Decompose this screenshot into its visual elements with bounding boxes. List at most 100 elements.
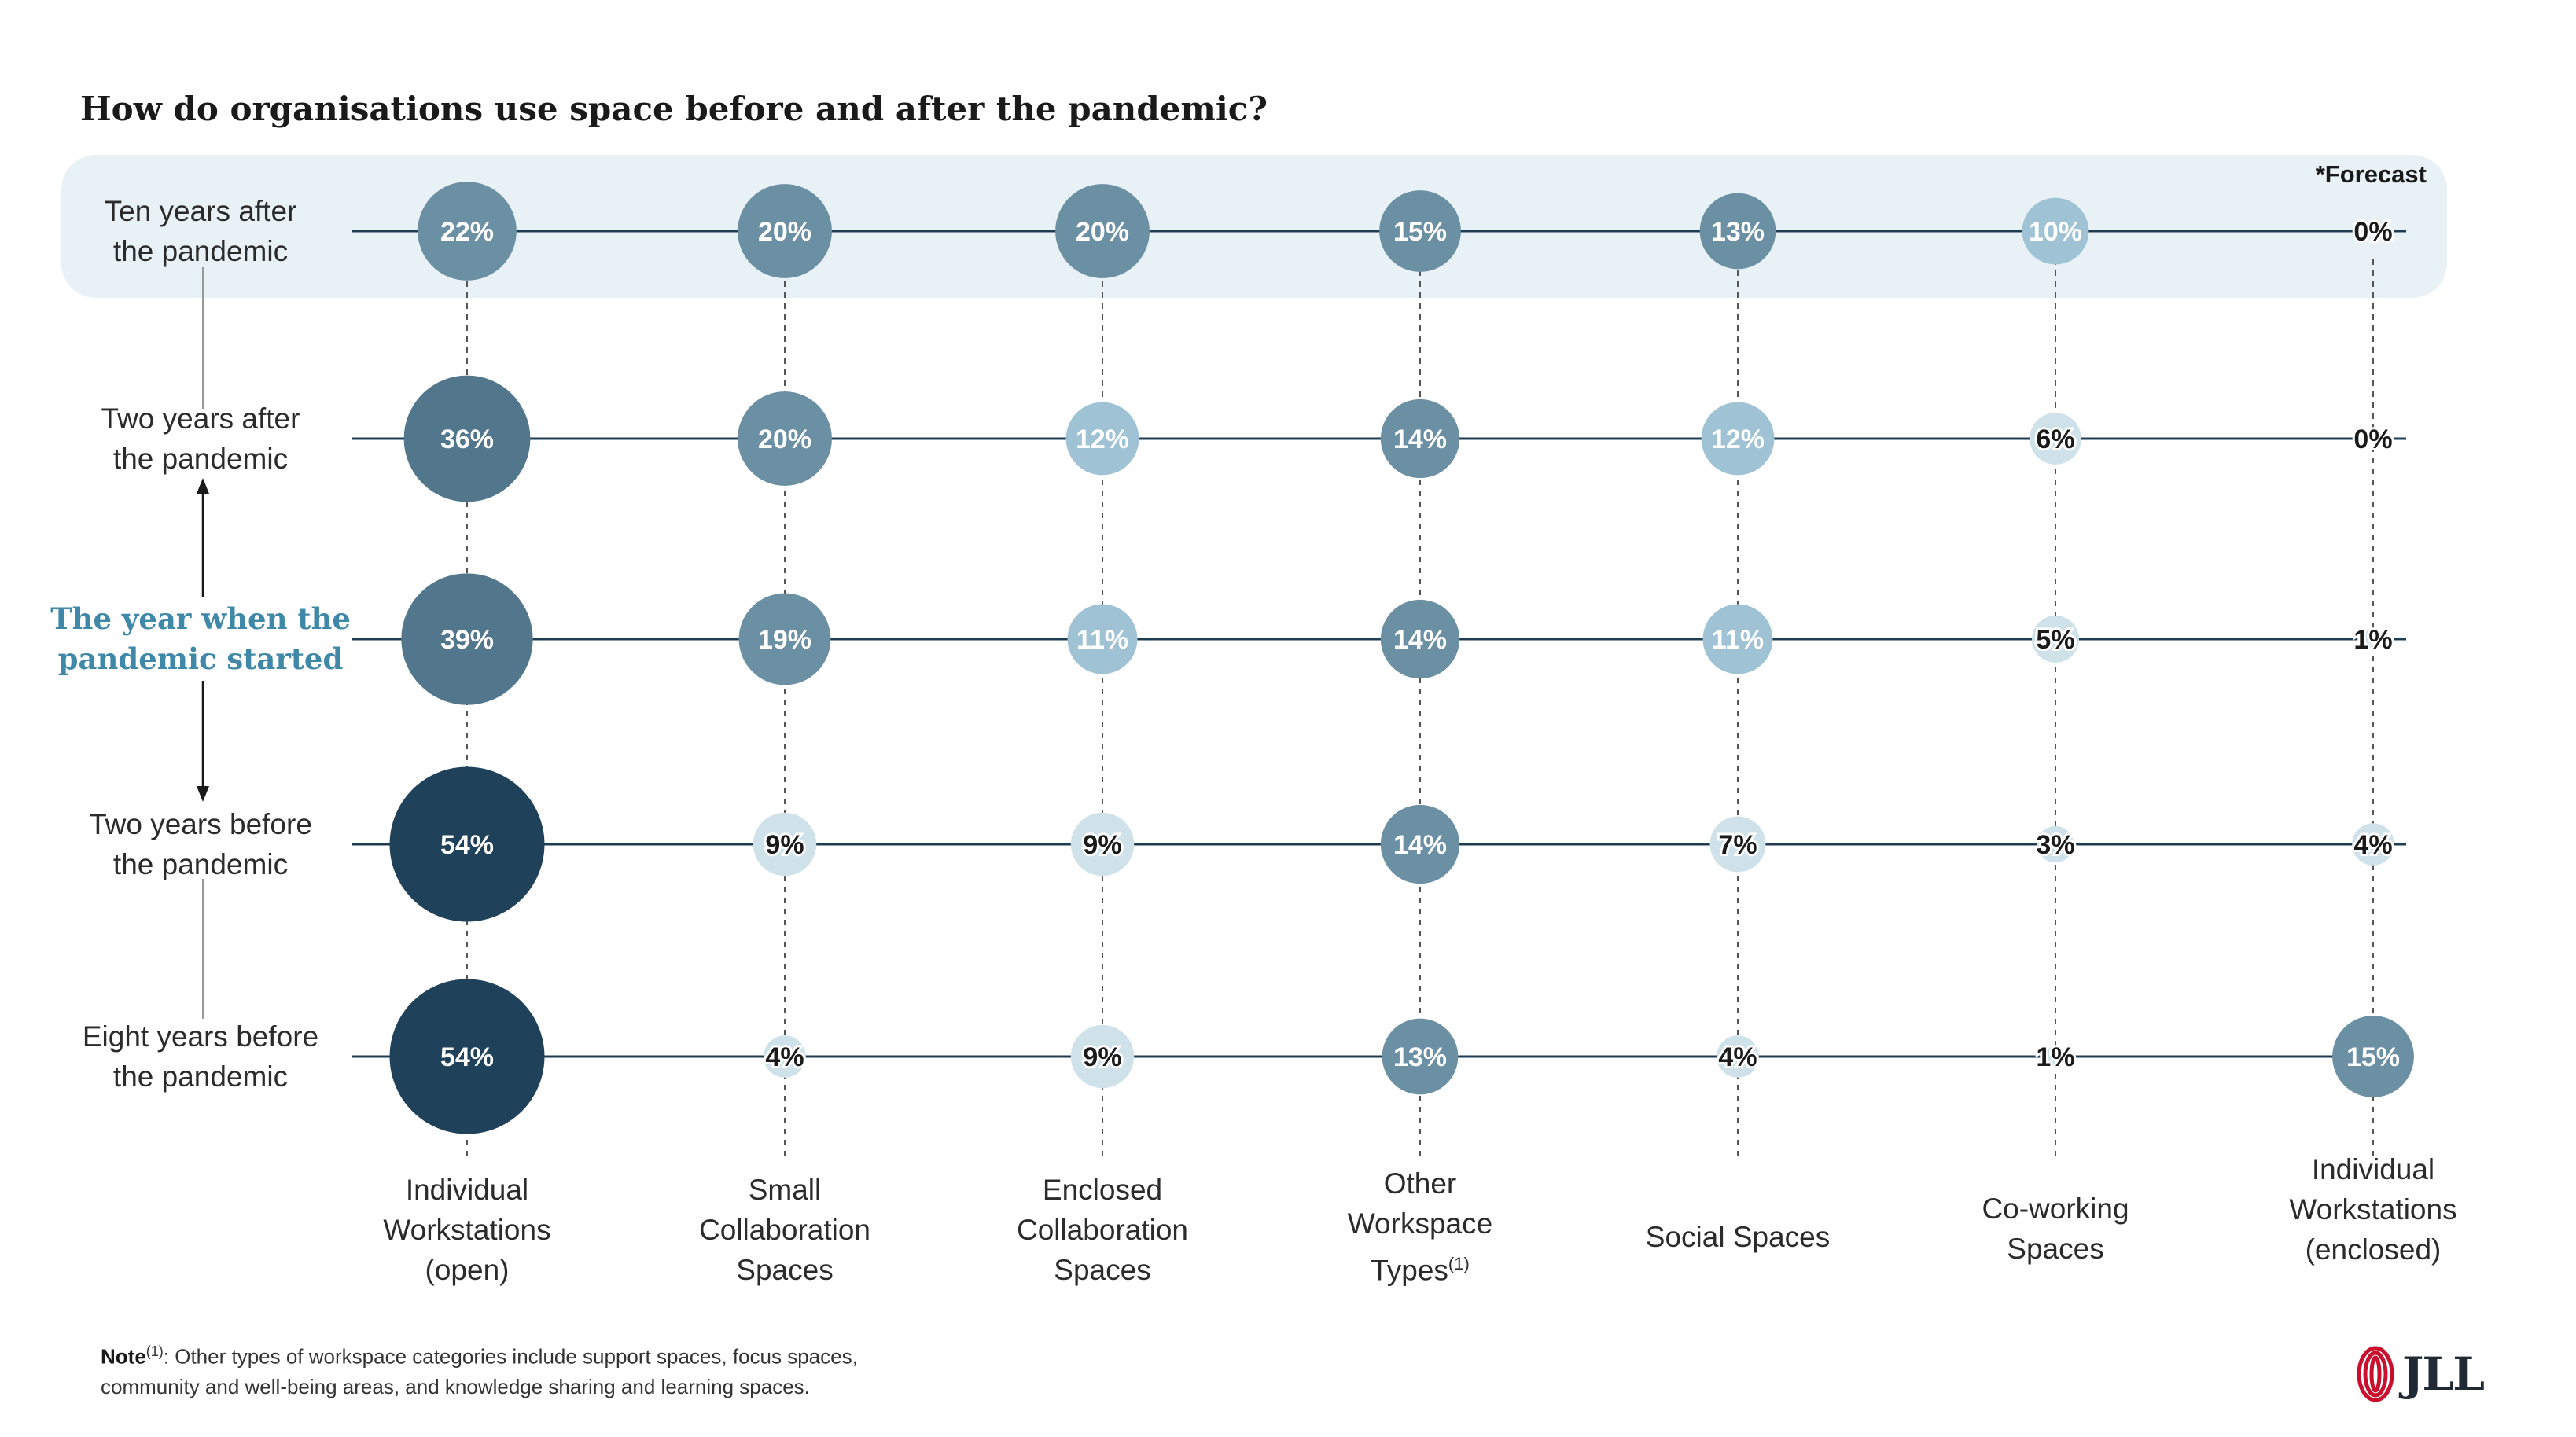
bubble-label-r3-c2: 9% [1083,830,1121,860]
bubble-r2-c2 [1067,604,1138,674]
row-label-2-line-1: pandemic started [57,641,344,676]
row-label-3-line-1: the pandemic [112,848,289,880]
bubble-r0-c3 [1379,190,1461,272]
column-label-2: Enclosed Collaboration Spaces [977,1170,1228,1290]
bubble-label-r3-c1: 9% [765,830,804,860]
footnote: Note(1): Other types of workspace catego… [101,1336,858,1402]
bubble-r4-c4 [1717,1035,1759,1078]
bubble-label-r1-c5: 6% [2036,424,2074,454]
column-label-text-4: Social Spaces [1645,1221,1831,1253]
arrow-up-icon [197,478,209,494]
row-label-4-line-0: Eight years before [82,1020,319,1053]
bubble-label-r2-c3: 14% [1393,625,1447,655]
bubble-label-r1-c3: 14% [1393,424,1447,454]
note-line2: community and well-being areas, and know… [101,1374,810,1398]
bubble-label-r0-c3: 15% [1393,217,1447,247]
row-label-1: Two years after the pandemic [47,399,354,479]
row-label-3: Two years before the pandemic [47,804,354,884]
column-label-text-5: Co-working Spaces [1982,1193,2129,1265]
column-label-text-2: Enclosed Collaboration Spaces [1016,1174,1189,1286]
bubble-r3-c2 [1070,812,1135,877]
bubble-label-r4-c0: 54% [440,1042,494,1072]
row-label-0: Ten years after the pandemic [47,191,354,271]
bubble-label-r3-c6: 4% [2353,830,2392,860]
bubble-label-r2-c0: 39% [440,625,494,655]
bubble-label-r1-c2: 12% [1076,424,1129,454]
jll-logo: JLL [2357,1346,2485,1402]
bubble-r1-c5 [2030,413,2081,465]
row-label-1-line-1: the pandemic [112,443,289,475]
bubble-label-r0-c1: 20% [758,217,811,247]
bubble-label-r0-c5: 10% [2029,217,2082,247]
bubble-label-r0-c6: 0% [2353,217,2392,247]
row-label-0-line-0: Ten years after [104,195,297,227]
note-sup: (1) [145,1343,164,1359]
bubble-r3-c1 [753,812,817,877]
chart-title: How do organisations use space before an… [80,90,1268,128]
jll-logo-text: JLL [2401,1347,2485,1401]
bubble-r1-c3 [1380,399,1460,479]
row-label-0-line-1: the pandemic [112,235,289,267]
bubble-label-r0-c2: 20% [1076,217,1129,247]
column-label-sup-3: (1) [1448,1254,1470,1273]
bubble-r3-c3 [1380,804,1460,884]
bubble-r1-c2 [1065,402,1139,476]
bubble-label-r2-c6: 1% [2353,625,2392,655]
bubble-label-r2-c4: 11% [1712,625,1764,655]
bubble-r2-c3 [1380,599,1460,679]
row-label-1-line-0: Two years after [101,402,300,435]
bubble-r4-c5 [2044,1046,2066,1068]
bubble-label-r1-c1: 20% [758,424,811,454]
bubble-label-r2-c5: 5% [2036,625,2074,655]
bubble-r1-c4 [1701,402,1775,476]
bubble-r0-c5 [2022,197,2089,265]
bubble-r2-c5 [2032,616,2079,663]
bubble-r0-c2 [1055,184,1150,278]
column-label-5: Co-working Spaces [1930,1189,2181,1269]
bubble-label-r4-c2: 9% [1083,1042,1121,1072]
bubble-r4-c2 [1070,1024,1135,1089]
column-label-0: Individual Workstations (open) [341,1170,593,1290]
row-label-2: The year when the pandemic started [47,599,354,679]
bubble-label-r3-c4: 7% [1718,830,1757,860]
row-label-4: Eight years before the pandemic [47,1016,354,1097]
column-label-4: Social Spaces [1612,1217,1864,1257]
column-label-1: Small Collaboration Spaces [659,1170,911,1290]
bubble-r3-c6 [2352,823,2394,866]
arrow-down-icon [197,786,209,802]
note-label: Note [101,1344,146,1369]
note-line1: : Other types of workspace categories in… [163,1344,858,1369]
bubble-label-r4-c1: 4% [765,1042,804,1072]
bubble-label-r0-c4: 13% [1711,217,1765,247]
bubble-r0-c1 [738,184,832,278]
bubble-r1-c0 [403,375,531,502]
column-label-3: Other Workspace Types(1) [1294,1163,1546,1290]
bubble-r0-c4 [1699,193,1776,270]
bubble-label-r1-c0: 36% [440,424,494,454]
bubble-r3-c4 [1709,816,1766,873]
bubble-r4-c0 [389,979,545,1134]
bubble-label-r4-c3: 13% [1393,1042,1447,1072]
row-label-2-line-0: The year when the [50,601,351,636]
jll-swirl-icon [2357,1346,2394,1402]
bubble-label-r3-c3: 14% [1393,830,1447,860]
bubble-r3-c5 [2037,825,2074,863]
bubble-r0-c0 [418,182,517,281]
row-label-4-line-1: the pandemic [112,1060,289,1093]
bubble-label-r4-c4: 4% [1718,1042,1757,1072]
bubble-r2-c1 [738,593,831,685]
bubble-r4-c3 [1382,1018,1459,1095]
bubble-label-r1-c6: 0% [2353,424,2392,454]
bubble-label-r3-c0: 54% [440,830,494,860]
column-label-text-6: Individual Workstations (enclosed) [2289,1153,2457,1266]
bubble-label-r3-c5: 3% [2036,830,2074,860]
column-label-text-3: Other Workspace Types [1347,1167,1493,1287]
row-label-3-line-0: Two years before [89,808,312,840]
bubble-r2-c6 [2362,628,2384,650]
bubble-r3-c0 [389,766,545,922]
bubble-label-r2-c2: 11% [1076,625,1128,655]
bubble-label-r1-c4: 12% [1711,424,1765,454]
column-label-text-1: Small Collaboration Spaces [698,1174,871,1286]
